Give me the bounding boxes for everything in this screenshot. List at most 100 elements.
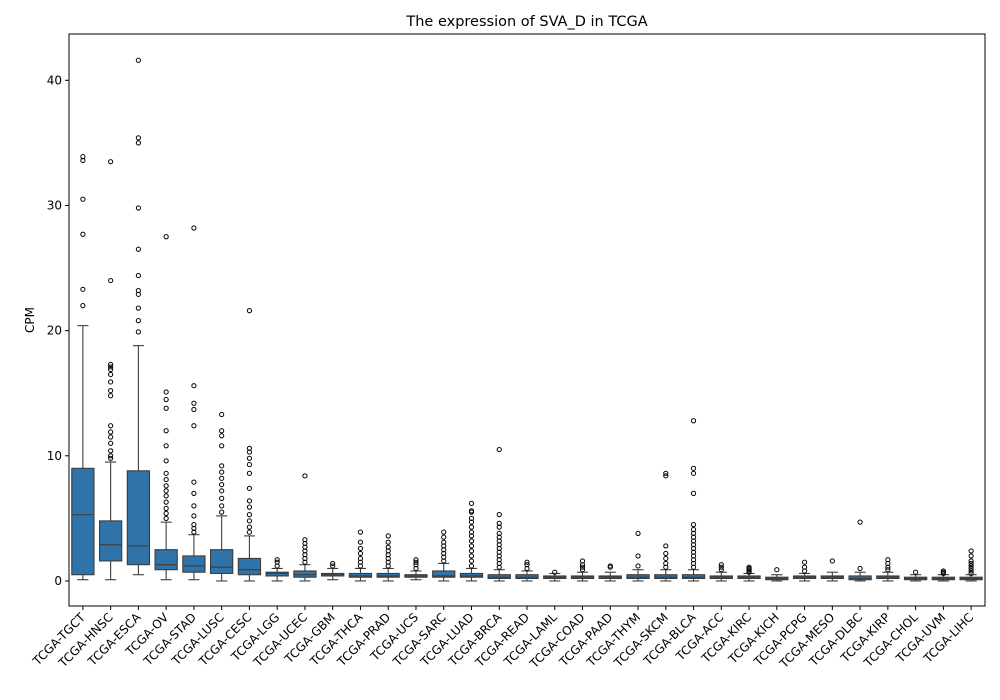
outlier-point bbox=[163, 476, 169, 483]
iqr-box bbox=[626, 574, 650, 580]
iqr-box bbox=[210, 549, 234, 575]
outlier-point bbox=[108, 366, 114, 373]
iqr-box bbox=[98, 520, 123, 562]
box-tcga-stad bbox=[182, 225, 206, 581]
box-tcga-meso bbox=[820, 558, 844, 582]
iqr-box bbox=[71, 467, 95, 576]
outlier-point bbox=[607, 563, 613, 569]
outlier-point bbox=[690, 522, 697, 528]
outlier-point bbox=[108, 453, 114, 459]
iqr-box bbox=[293, 570, 317, 578]
box-tcga-brca bbox=[487, 446, 511, 582]
outlier-point bbox=[246, 470, 253, 476]
outlier-point bbox=[801, 564, 808, 570]
outlier-point bbox=[163, 499, 169, 505]
iqr-box bbox=[654, 574, 678, 580]
iqr-box bbox=[265, 571, 289, 577]
outlier-point bbox=[357, 529, 364, 535]
iqr-box bbox=[515, 574, 539, 580]
outlier-point bbox=[246, 498, 253, 504]
outlier-point bbox=[108, 393, 114, 399]
outlier-point bbox=[219, 503, 225, 509]
iqr-box bbox=[376, 572, 400, 578]
chart-title: The expression of SVA_D in TCGA bbox=[405, 14, 647, 30]
outlier-point bbox=[663, 550, 669, 557]
outlier-point bbox=[441, 539, 447, 545]
outlier-point bbox=[663, 560, 669, 567]
outlier-point bbox=[163, 234, 169, 240]
x-axis: TCGA-TGCTTCGA-HNSCTCGA-ESCATCGA-OVTCGA-S… bbox=[29, 606, 976, 671]
outlier-point bbox=[246, 512, 253, 518]
outlier-point bbox=[219, 488, 225, 494]
outlier-point bbox=[801, 559, 808, 565]
outlier-point bbox=[885, 567, 891, 573]
outlier-point bbox=[940, 568, 946, 574]
outlier-point bbox=[135, 272, 141, 279]
outlier-point bbox=[468, 500, 475, 506]
outlier-point bbox=[441, 529, 447, 535]
outlier-point bbox=[219, 475, 225, 481]
box-tcga-lgg bbox=[265, 557, 289, 582]
outlier-point bbox=[108, 423, 114, 429]
iqr-box bbox=[348, 572, 373, 578]
outlier-point bbox=[524, 562, 530, 568]
outlier-point bbox=[108, 277, 114, 284]
outlier-point bbox=[163, 483, 169, 489]
box-tcga-pcpg bbox=[792, 559, 817, 582]
outlier-point bbox=[163, 443, 169, 449]
outlier-point bbox=[718, 564, 724, 570]
box-tcga-acc bbox=[709, 562, 733, 582]
outlier-point bbox=[163, 405, 169, 411]
outlier-point bbox=[274, 557, 280, 563]
outlier-point bbox=[579, 558, 586, 564]
outlier-point bbox=[246, 529, 253, 535]
box-tcga-luad bbox=[459, 500, 484, 582]
outlier-point bbox=[968, 563, 974, 569]
outlier-point bbox=[80, 196, 86, 202]
outlier-point bbox=[663, 470, 669, 476]
outlier-point bbox=[496, 512, 502, 518]
outlier-point bbox=[219, 443, 225, 449]
outlier-point bbox=[219, 433, 225, 439]
outlier-point bbox=[246, 504, 253, 510]
box-tcga-coad bbox=[570, 558, 595, 582]
outlier-point bbox=[774, 567, 780, 573]
outlier-point bbox=[191, 503, 197, 509]
outlier-point bbox=[468, 529, 475, 535]
outlier-point bbox=[191, 490, 197, 496]
outlier-point bbox=[108, 361, 114, 368]
box-tcga-thym bbox=[626, 530, 650, 582]
box-tcga-lusc bbox=[210, 411, 234, 582]
outlier-point bbox=[191, 406, 197, 413]
outlier-point bbox=[246, 518, 253, 524]
outlier-point bbox=[635, 563, 641, 569]
outlier-point bbox=[80, 303, 86, 309]
box-tcga-prad bbox=[376, 533, 400, 582]
outlier-point bbox=[163, 458, 169, 464]
outlier-point bbox=[108, 371, 114, 378]
outlier-point bbox=[468, 548, 475, 554]
outlier-point bbox=[135, 140, 141, 146]
outlier-point bbox=[163, 505, 169, 511]
outlier-point bbox=[135, 57, 141, 63]
box-tcga-ov bbox=[154, 234, 178, 581]
box-tcga-cesc bbox=[237, 308, 262, 582]
outlier-point bbox=[413, 557, 419, 563]
outlier-point bbox=[135, 287, 141, 294]
outlier-point bbox=[524, 559, 530, 565]
outlier-point bbox=[163, 389, 169, 395]
outlier-point bbox=[468, 538, 475, 544]
outlier-point bbox=[968, 548, 974, 554]
y-tick-label: 0 bbox=[54, 574, 62, 588]
iqr-box bbox=[154, 549, 178, 571]
box-series bbox=[71, 57, 983, 582]
outlier-point bbox=[163, 493, 169, 499]
y-tick-label: 40 bbox=[47, 73, 62, 87]
outlier-point bbox=[385, 544, 391, 550]
outlier-point bbox=[718, 567, 724, 573]
outlier-point bbox=[163, 396, 169, 403]
outlier-point bbox=[468, 553, 475, 559]
iqr-box bbox=[459, 572, 484, 578]
outlier-point bbox=[274, 559, 280, 565]
iqr-box bbox=[432, 570, 456, 578]
